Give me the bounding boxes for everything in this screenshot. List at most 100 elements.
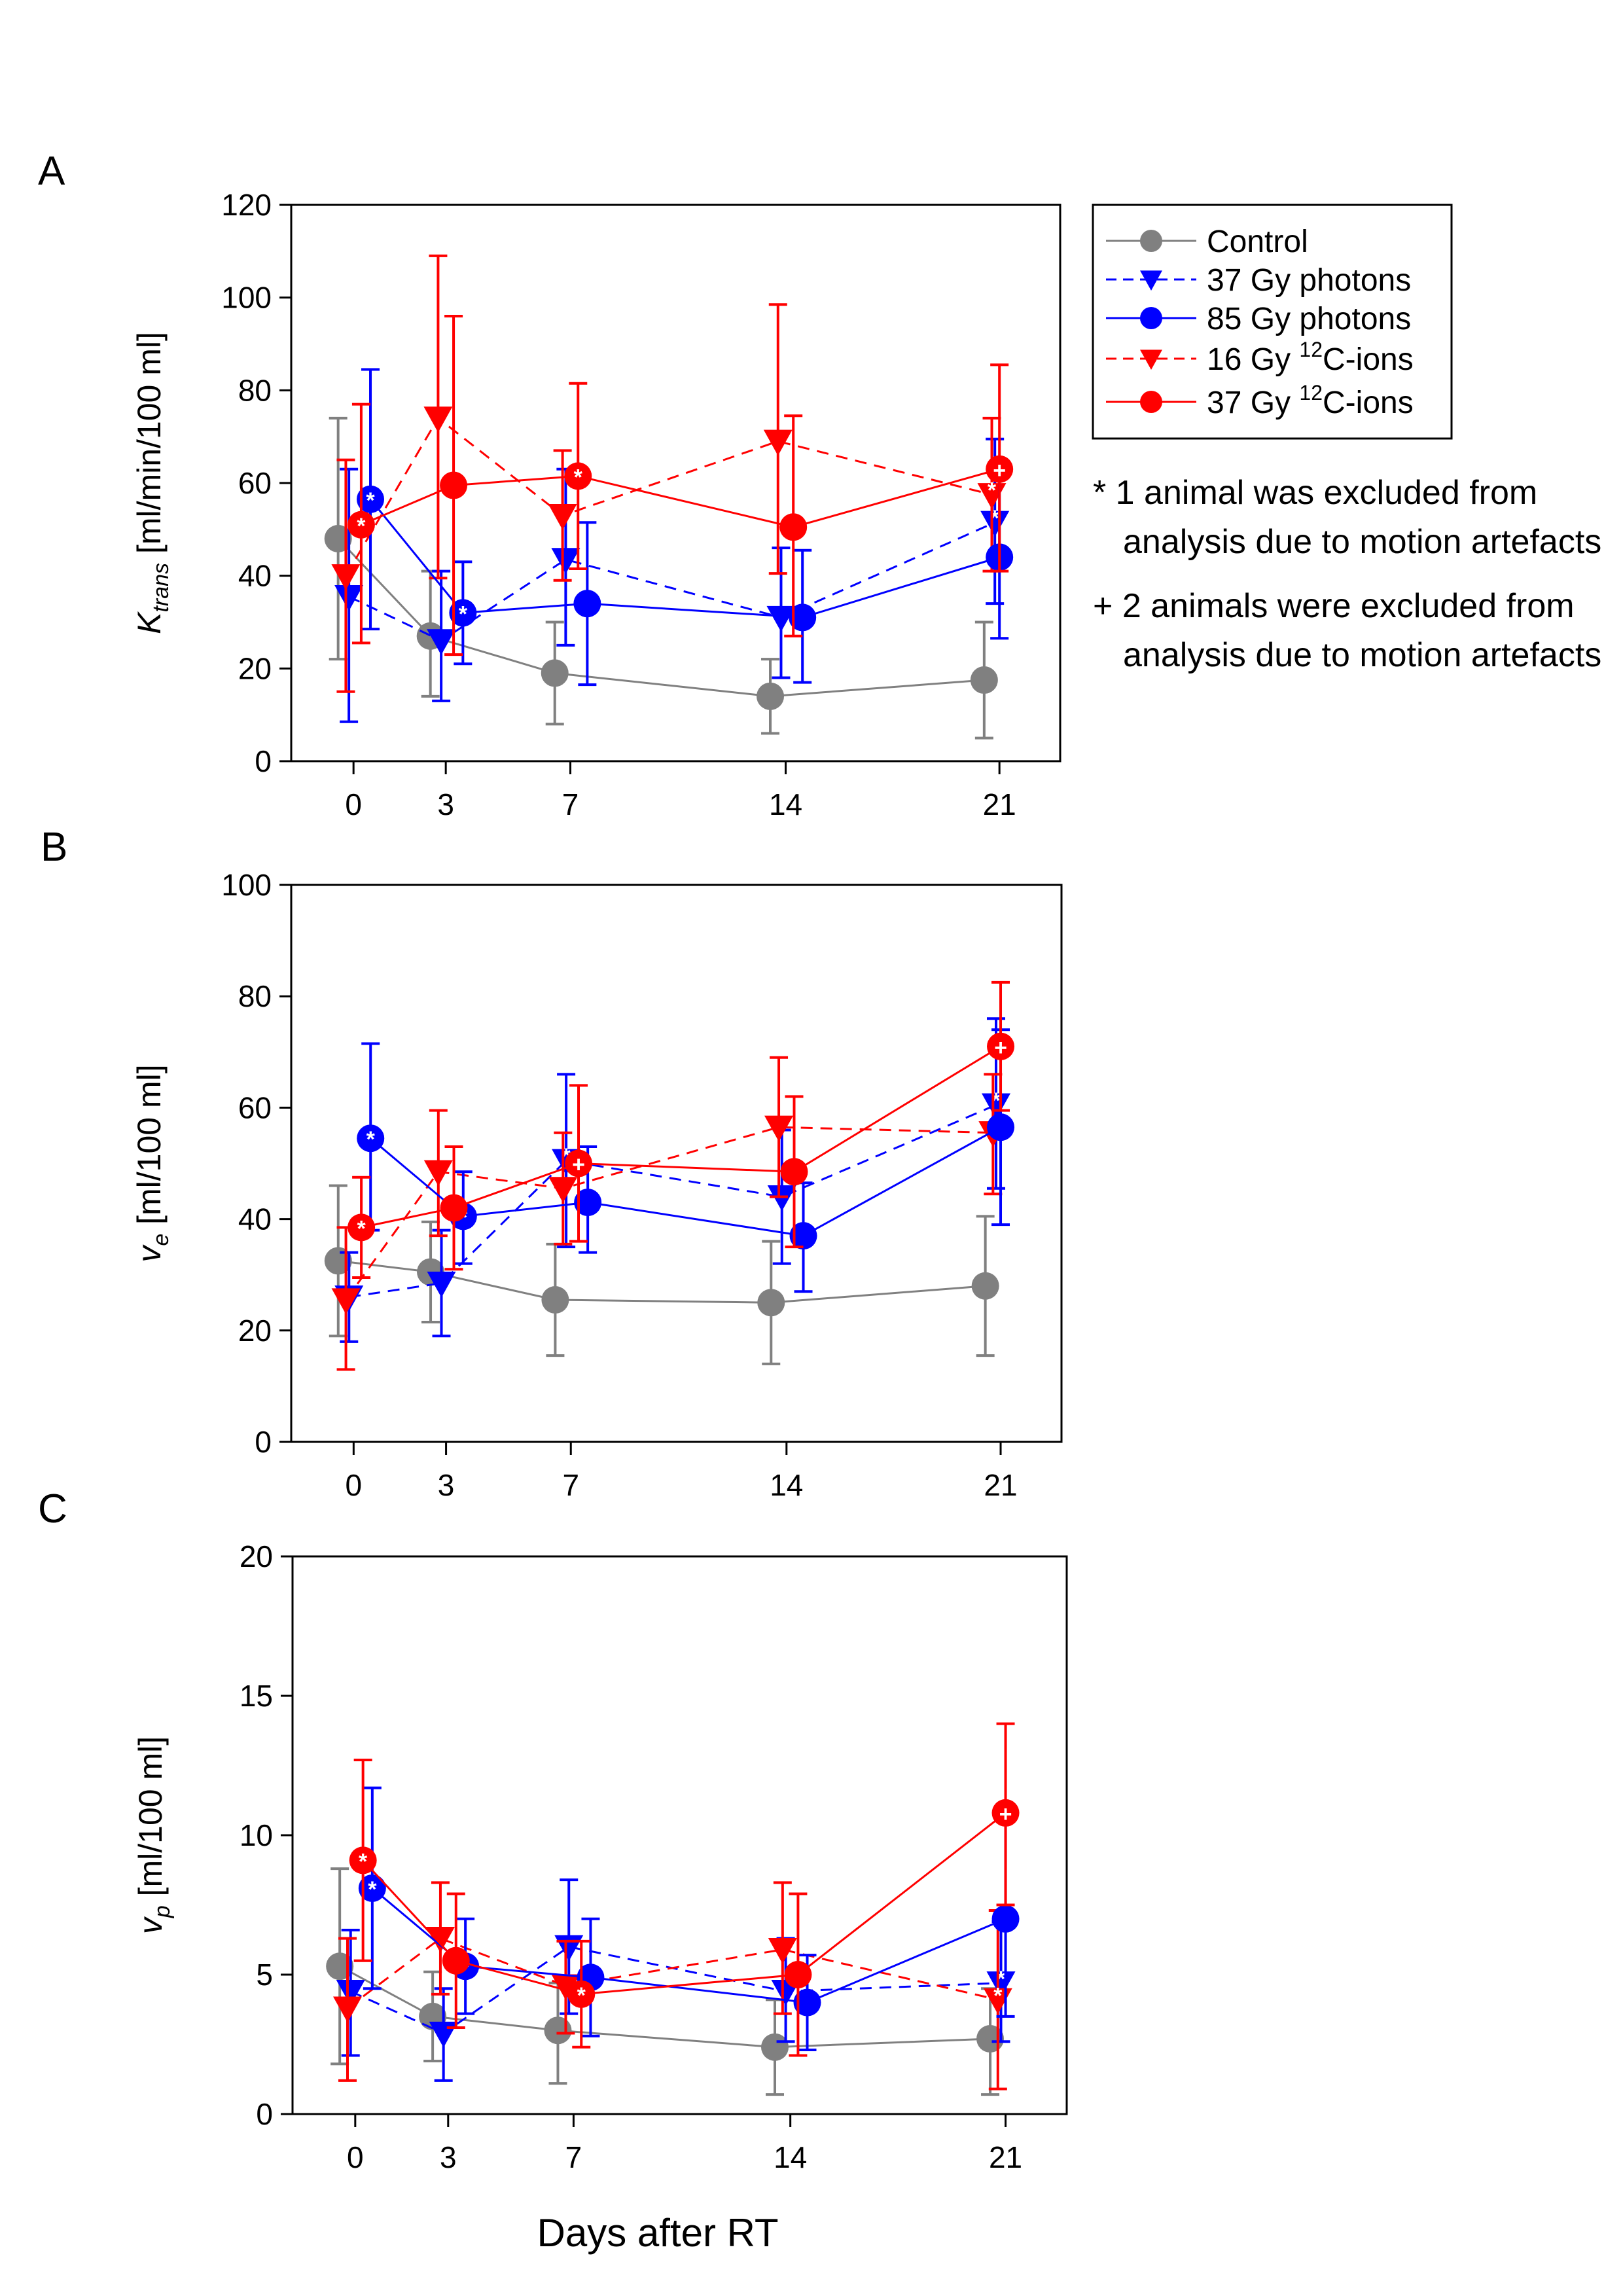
x-tick-label: 0 bbox=[346, 1468, 363, 1502]
x-tick-label: 3 bbox=[437, 787, 454, 821]
series-37-gy-12c-ions-point-marker bbox=[347, 511, 375, 539]
x-tick-label: 14 bbox=[770, 1468, 803, 1502]
x-tick-label: 21 bbox=[984, 1468, 1017, 1502]
y-tick-label: 0 bbox=[256, 2097, 273, 2131]
y-axis-title-symbol: K bbox=[131, 611, 168, 634]
series-16-gy-12c-ions-point-marker bbox=[423, 406, 453, 433]
series-37-gy-photons-point-marker bbox=[766, 605, 796, 632]
series-85-gy-photons-point-marker bbox=[357, 485, 385, 513]
panel-label: A bbox=[38, 149, 65, 194]
exclusion-mark: + bbox=[994, 1035, 1007, 1060]
series-37-gy-photons-point-marker bbox=[334, 584, 364, 611]
series-control bbox=[324, 1184, 999, 1365]
exclusion-mark: * bbox=[993, 1983, 1003, 2008]
panel-a: A 0 20 40 60 80 100 120 0 3 7 14 21 Ktrans [ml/min/10… bbox=[38, 149, 1061, 821]
y-tick-label: 15 bbox=[240, 1679, 273, 1713]
y-axis-title-symbol: v bbox=[131, 1244, 168, 1263]
series-16-gy-12c-ions-point-marker bbox=[423, 1160, 453, 1187]
series-37-gy-photons-point-marker bbox=[980, 511, 1010, 537]
y-tick-label: 5 bbox=[256, 1958, 273, 1992]
series-37-gy-12c-ions-point-marker bbox=[564, 462, 592, 490]
series-control-point-marker bbox=[541, 1285, 569, 1314]
series-16-gy-12c-ions-point-marker bbox=[425, 1927, 455, 1953]
y-axis-title-subscript: trans bbox=[149, 563, 173, 613]
series-37-gy-12c-ions-point-marker bbox=[440, 1194, 468, 1222]
series-control-point-marker bbox=[970, 666, 998, 694]
y-tick-label: 0 bbox=[255, 744, 272, 778]
y-tick-label: 60 bbox=[238, 1090, 272, 1124]
y-tick-label: 80 bbox=[238, 979, 272, 1013]
legend-item-85-gy-photons: 85 Gy photons bbox=[1106, 302, 1411, 336]
series-85-gy-photons-point-marker bbox=[574, 1189, 602, 1217]
series-85-gy-photons-point-marker bbox=[358, 1874, 386, 1902]
legend-item-control: Control bbox=[1106, 224, 1308, 259]
series-85-gy-photons-point-marker bbox=[793, 1988, 821, 2017]
series-37-gy-12c-ions-point-marker bbox=[784, 1961, 812, 1988]
series-85-gy-photons: ** bbox=[357, 368, 1014, 687]
y-tick-label: 20 bbox=[238, 651, 272, 685]
y-tick-label: 40 bbox=[238, 559, 272, 593]
series-16-gy-12c-ions-point-marker bbox=[763, 429, 793, 456]
series-85-gy-photons-point-marker bbox=[449, 599, 477, 627]
series-control bbox=[326, 1867, 1005, 2096]
y-tick-label: 20 bbox=[238, 1314, 272, 1348]
series-37-gy-12c-ions-point-marker bbox=[348, 1213, 376, 1242]
exclusion-mark: * bbox=[459, 601, 468, 626]
y-axis-title-subscript: p bbox=[150, 1905, 175, 1918]
x-tick-label: 7 bbox=[562, 1468, 579, 1502]
series-37-gy-12c-ions-point-marker bbox=[565, 1149, 593, 1177]
exclusion-mark: * bbox=[368, 1877, 377, 1902]
series-16-gy-12c-ions-point-marker bbox=[768, 1938, 797, 1964]
series-control bbox=[324, 416, 998, 740]
legend-label-superscript: 12 bbox=[1299, 338, 1323, 361]
legend-label: 85 Gy photons bbox=[1207, 302, 1411, 336]
y-axis-title: ve [ml/100 ml] bbox=[131, 1064, 173, 1262]
x-tick-label: 0 bbox=[345, 787, 362, 821]
x-tick-label: 3 bbox=[438, 1468, 455, 1502]
series-37-gy-12c-ions-point-marker bbox=[349, 1846, 377, 1874]
series-37-gy-photons-point-marker bbox=[982, 1093, 1011, 1120]
exclusion-mark: * bbox=[357, 514, 366, 539]
series-16-gy-12c-ions: * bbox=[331, 254, 1007, 693]
legend-item-37-gy-12c-ions: 37 Gy 12C-ions bbox=[1106, 381, 1414, 420]
legend-label-text: 16 Gy bbox=[1207, 342, 1299, 377]
series-37-gy-photons-line bbox=[349, 1103, 997, 1299]
series-16-gy-12c-ions-point-marker bbox=[551, 1974, 580, 2001]
legend-label-text: C-ions bbox=[1323, 342, 1414, 377]
exclusion-mark: * bbox=[574, 465, 583, 490]
exclusion-mark: * bbox=[577, 1983, 586, 2008]
exclusion-notes: * 1 animal was excluded from analysis du… bbox=[1093, 474, 1601, 674]
series-16-gy-12c-ions-point-marker bbox=[331, 564, 361, 590]
series-37-gy-photons-point-marker bbox=[551, 548, 580, 574]
series-control-point-marker bbox=[971, 1272, 999, 1300]
legend-label: 37 Gy photons bbox=[1207, 263, 1411, 298]
series-37-gy-12c-ions-point-marker bbox=[987, 1032, 1015, 1060]
y-axis-title-symbol: v bbox=[132, 1916, 169, 1934]
series-37-gy-12c-ions-point-marker bbox=[442, 1946, 470, 1975]
panel-label: C bbox=[38, 1486, 67, 1532]
series-16-gy-12c-ions-point-marker bbox=[331, 1288, 361, 1314]
note-1-line-1: * 1 animal was excluded from bbox=[1093, 474, 1537, 512]
legend-marker bbox=[1140, 270, 1162, 291]
legend-marker bbox=[1140, 350, 1162, 370]
y-tick-label: 100 bbox=[221, 281, 272, 315]
exclusion-mark: + bbox=[572, 1153, 585, 1177]
series-37-gy-photons-point-marker bbox=[427, 629, 456, 655]
x-axis-title: Days after RT bbox=[537, 2211, 779, 2255]
series-37-gy-photons-point-marker bbox=[427, 1271, 456, 1298]
panel-label: B bbox=[41, 825, 67, 870]
series-37-gy-12c-ions-point-marker bbox=[440, 471, 468, 499]
y-tick-label: 40 bbox=[238, 1202, 272, 1236]
plot-frame bbox=[290, 204, 1061, 762]
series-85-gy-photons: ** bbox=[358, 1786, 1020, 2052]
series-37-gy-photons-point-marker bbox=[336, 1979, 365, 2006]
series-control-point-marker bbox=[541, 659, 569, 687]
y-tick-label: 120 bbox=[221, 188, 272, 222]
legend-label: 16 Gy 12C-ions bbox=[1207, 338, 1414, 377]
x-tick-label: 7 bbox=[562, 787, 579, 821]
x-tick-label: 7 bbox=[565, 2140, 582, 2174]
note-2-line-2: analysis due to motion artefacts bbox=[1123, 636, 1601, 674]
